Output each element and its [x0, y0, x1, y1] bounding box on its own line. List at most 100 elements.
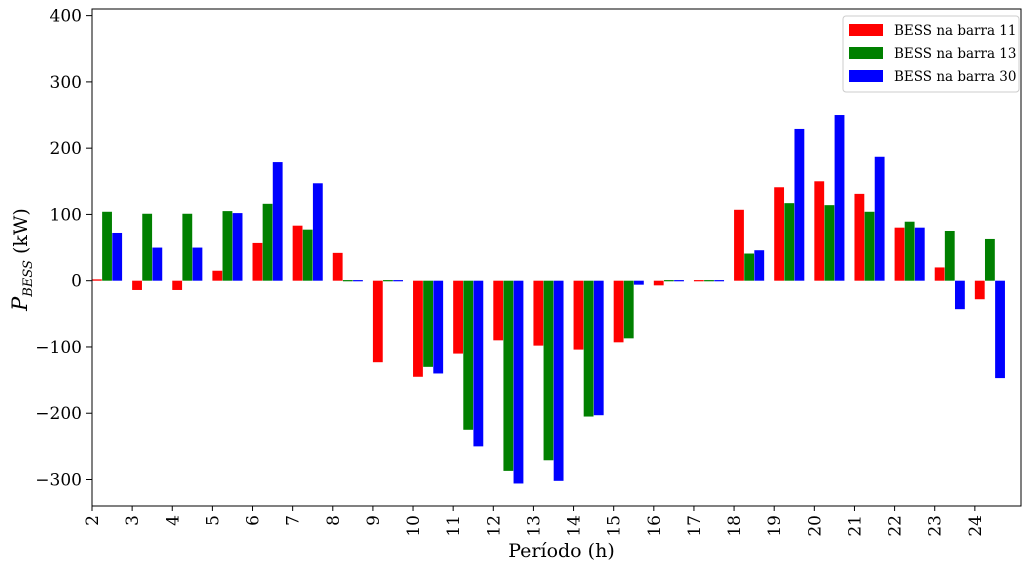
bar-s0-10 [413, 280, 423, 377]
bar-s2-21 [874, 156, 885, 281]
legend-swatch-barra-11 [849, 24, 883, 36]
x-tick-label-11: 11 [444, 515, 464, 537]
bar-s0-16 [653, 280, 664, 286]
bar-s1-11 [463, 280, 474, 430]
x-axis: 2 3 4 5 6 7 8 9 10 11 12 13 14 15 16 17 18 19 20 21 22 23 24 [83, 506, 986, 537]
bar-s2-17 [714, 280, 725, 282]
bar-s1-7 [302, 229, 313, 281]
legend-label-barra-13: BESS na barra 13 [894, 46, 1016, 62]
legend-swatch-barra-13 [849, 47, 883, 59]
bar-s1-14 [583, 280, 594, 417]
bar-s1-12 [503, 280, 514, 471]
bar-s2-18 [754, 250, 765, 281]
x-tick-label-22: 22 [886, 515, 906, 537]
bar-s1-9 [383, 280, 393, 282]
bar-s0-17 [693, 280, 704, 282]
bar-s2-5 [232, 213, 243, 281]
legend: BESS na barra 11 BESS na barra 13 BESS n… [842, 15, 1020, 93]
bar-s0-14 [573, 280, 584, 350]
x-tick-label-24: 24 [966, 515, 986, 537]
x-tick-label-20: 20 [805, 515, 825, 537]
bar-s0-23 [934, 267, 945, 281]
y-axis: −300 −200 −100 0 100 200 300 400 [35, 7, 92, 490]
bar-s2-15 [633, 280, 644, 285]
bar-s0-20 [814, 181, 825, 281]
bar-s0-19 [774, 187, 785, 281]
x-tick-label-13: 13 [524, 515, 544, 537]
bar-s0-13 [533, 280, 544, 346]
bar-s0-12 [493, 280, 504, 341]
y-axis-title-main: P [8, 296, 32, 312]
bar-s2-23 [954, 280, 965, 310]
bar-s1-22 [904, 221, 915, 281]
bar-s1-17 [704, 280, 714, 282]
x-tick-label-15: 15 [605, 515, 625, 537]
x-tick-label-5: 5 [203, 515, 223, 526]
y-tick-label: 200 [50, 139, 82, 159]
x-tick-label-12: 12 [484, 515, 504, 537]
x-tick-label-4: 4 [163, 515, 183, 526]
x-tick-label-16: 16 [645, 515, 665, 537]
bar-s0-21 [854, 193, 865, 281]
bar-s0-3 [132, 280, 142, 290]
y-axis-title: PBESS (kW) [8, 208, 36, 312]
y-tick-label: −300 [35, 470, 82, 490]
bar-s1-10 [423, 280, 433, 367]
bar-s2-19 [794, 128, 805, 281]
bar-s2-22 [914, 227, 925, 281]
x-tick-label-9: 9 [364, 515, 384, 526]
x-tick-label-10: 10 [404, 515, 424, 537]
bar-s1-15 [623, 280, 634, 339]
bar-s2-10 [433, 280, 444, 374]
x-tick-label-8: 8 [324, 515, 344, 526]
bar-s2-4 [192, 247, 203, 281]
bar-s2-7 [312, 183, 323, 281]
bar-s2-16 [674, 280, 684, 282]
y-tick-label: 100 [50, 205, 82, 225]
x-tick-label-23: 23 [926, 515, 946, 537]
bar-s0-4 [172, 280, 183, 290]
bar-s2-2 [112, 232, 123, 281]
legend-label-barra-30: BESS na barra 30 [894, 69, 1016, 85]
bar-s1-21 [864, 211, 875, 281]
bar-s1-24 [984, 238, 995, 281]
x-tick-label-21: 21 [845, 515, 865, 537]
bar-s1-6 [262, 203, 273, 281]
bar-s1-5 [222, 211, 233, 281]
bar-s1-19 [784, 203, 795, 281]
y-tick-label: 400 [50, 7, 82, 27]
x-tick-label-3: 3 [123, 515, 143, 526]
bar-s1-3 [142, 213, 153, 281]
bar-s0-15 [613, 280, 624, 343]
x-tick-label-2: 2 [83, 515, 103, 526]
x-tick-label-19: 19 [765, 515, 785, 537]
y-axis-title-subscript: BESS [21, 260, 36, 298]
bar-s1-16 [663, 280, 674, 282]
bar-s2-13 [553, 280, 564, 481]
legend-label-barra-11: BESS na barra 11 [894, 23, 1016, 39]
y-tick-label: 300 [50, 73, 82, 93]
y-axis-title-unit: (kW) [10, 208, 32, 260]
y-tick-label: −100 [35, 338, 82, 358]
bar-s0-6 [252, 242, 263, 281]
y-tick-label: −200 [35, 404, 82, 424]
bar-s2-11 [473, 280, 484, 447]
bar-s0-9 [372, 280, 383, 363]
bar-s2-6 [272, 162, 283, 281]
bar-s2-9 [393, 280, 403, 282]
bar-s1-13 [543, 280, 554, 461]
x-axis-title: Período (h) [508, 540, 614, 562]
bar-s0-22 [894, 227, 905, 281]
x-tick-label-17: 17 [685, 515, 705, 537]
bar-s2-3 [152, 247, 163, 281]
bar-s0-18 [734, 209, 744, 281]
bar-s1-23 [944, 230, 955, 281]
bar-s0-24 [974, 280, 985, 300]
bar-s1-18 [744, 253, 755, 281]
x-tick-label-6: 6 [244, 515, 264, 526]
x-tick-label-18: 18 [725, 515, 745, 537]
bar-s2-8 [353, 280, 363, 282]
x-tick-label-14: 14 [565, 515, 585, 537]
bars-group [92, 115, 1005, 484]
